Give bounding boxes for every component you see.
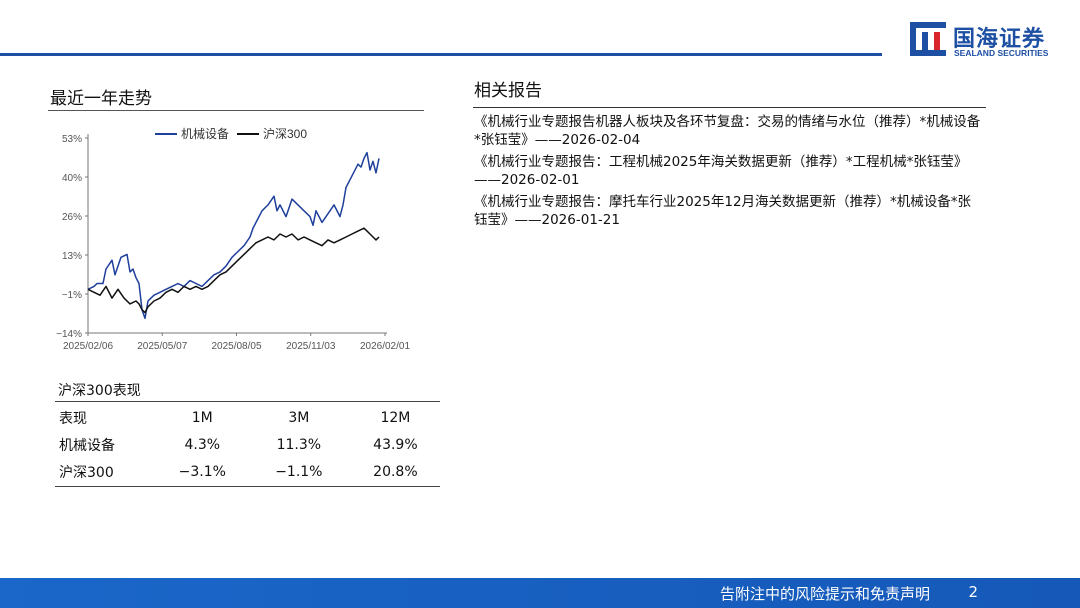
series-line <box>87 151 380 320</box>
y-tick-label: 53% <box>62 134 82 145</box>
y-tick-label: 26% <box>62 212 82 223</box>
trend-title-rule <box>48 110 424 111</box>
x-tick-label: 2025/11/03 <box>286 341 336 352</box>
y-tick-label: 13% <box>62 251 82 262</box>
related-reports-title: 相关报告 <box>474 81 542 101</box>
logo-name-en: SEALAND SECURITIES <box>954 48 1049 58</box>
perf-cell: 4.3% <box>184 436 221 453</box>
y-tick-label: 40% <box>62 173 82 184</box>
logo-name-cn: 国海证券 <box>953 27 1046 52</box>
footer-bar: 告附注中的风险提示和免责声明 2 <box>0 578 1080 608</box>
report-link[interactable]: 《机械行业专题报告机器人板块及各环节复盘：交易的情绪与水位（推荐）*机械设备*张… <box>474 114 981 148</box>
perf-table: 表现 1M 3M 12M 机械设备 4.3% 11.3% 43.9% 沪深300… <box>55 404 440 485</box>
logo-mark-icon <box>910 22 946 56</box>
related-reports-list: 《机械行业专题报告机器人板块及各环节复盘：交易的情绪与水位（推荐）*机械设备*张… <box>474 113 984 233</box>
perf-header-cell: 3M <box>288 409 310 426</box>
perf-title: 沪深300表现 <box>58 383 141 399</box>
perf-cell: 11.3% <box>276 436 322 453</box>
perf-header-cell: 12M <box>380 409 411 426</box>
y-tick-label: −1% <box>62 290 82 301</box>
trend-title: 最近一年走势 <box>50 89 152 109</box>
perf-cell: 43.9% <box>373 436 418 453</box>
perf-cell: 20.8% <box>373 463 418 480</box>
perf-table-bottom-rule <box>55 486 440 487</box>
perf-cell: −3.1% <box>178 463 226 480</box>
x-tick-label: 2025/02/06 <box>63 341 113 352</box>
x-tick-label: 2025/08/05 <box>211 341 261 352</box>
legend-label: 机械设备 <box>181 126 229 141</box>
page-number: 2 <box>968 583 978 601</box>
perf-cell: 沪深300 <box>59 464 114 481</box>
series-line <box>87 227 380 314</box>
related-reports-rule <box>473 107 986 108</box>
perf-cell: −1.1% <box>275 463 323 480</box>
x-tick-label: 2025/05/07 <box>137 341 187 352</box>
report-link[interactable]: 《机械行业专题报告：工程机械2025年海关数据更新（推荐）*工程机械*张钰莹》—… <box>474 154 968 188</box>
sealand-logo: 国海证券 SEALAND SECURITIES <box>908 18 1068 60</box>
trend-chart: 53% 40% 26% 13% −1% −14%2025/02/06 2025/05/07 2… <box>56 126 410 352</box>
y-tick-label: −14% <box>56 329 82 340</box>
legend-label: 沪深300 <box>263 127 307 141</box>
perf-header-cell: 表现 <box>59 410 87 427</box>
x-tick-label: 2026/02/01 <box>360 341 410 352</box>
perf-cell: 机械设备 <box>59 437 115 454</box>
footer-disclaimer: 告附注中的风险提示和免责声明 <box>719 585 930 603</box>
perf-header-cell: 1M <box>191 409 213 426</box>
perf-row: 沪深300 −3.1% −1.1% 20.8% <box>55 458 440 485</box>
report-link[interactable]: 《机械行业专题报告：摩托车行业2025年12月海关数据更新（推荐）*机械设备*张… <box>474 194 972 228</box>
perf-table-top-rule <box>55 401 440 402</box>
perf-row: 机械设备 4.3% 11.3% 43.9% <box>55 431 440 458</box>
perf-header-row: 表现 1M 3M 12M <box>55 404 440 431</box>
header-rule <box>0 53 882 56</box>
